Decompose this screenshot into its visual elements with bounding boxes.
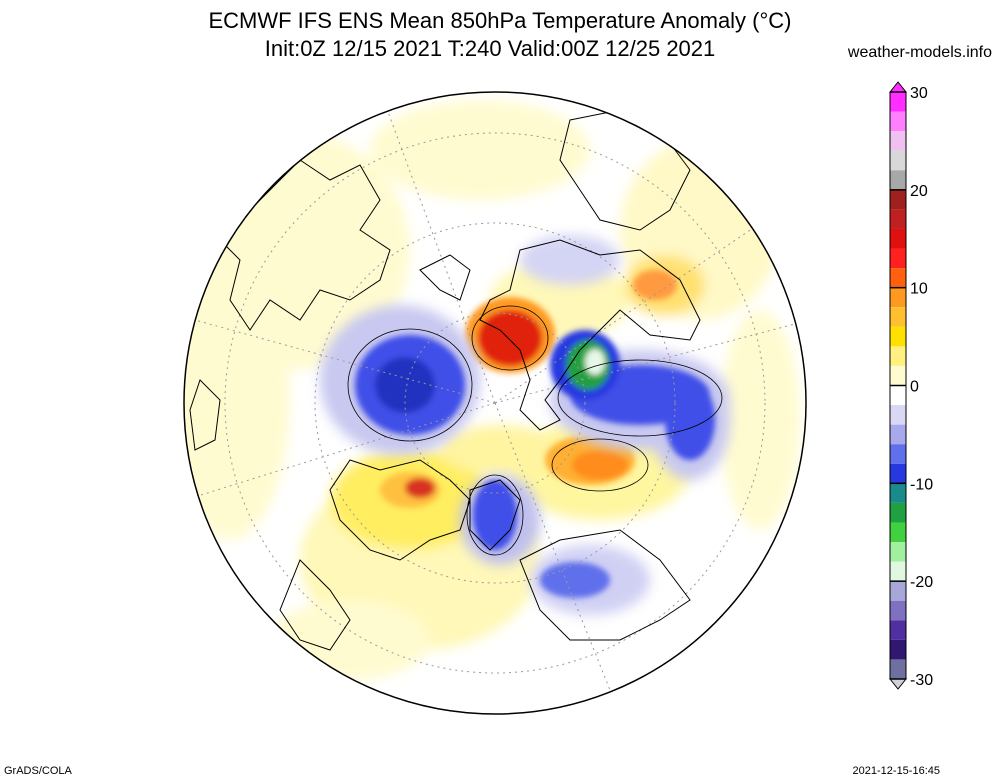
colorbar-tick-label: 20 bbox=[910, 183, 928, 200]
cold-anomaly-cores bbox=[355, 330, 715, 598]
map-title: ECMWF IFS ENS Mean 850hPa Temperature An… bbox=[208, 8, 792, 33]
site-credit: weather-models.info bbox=[847, 44, 992, 61]
colorbar-tick-label: -30 bbox=[910, 672, 933, 689]
colorbar-segment bbox=[890, 228, 906, 249]
colorbar-segment bbox=[890, 307, 906, 327]
colorbar-segment bbox=[890, 463, 906, 484]
colorbar-tick-label: -20 bbox=[910, 574, 933, 591]
graticule bbox=[184, 92, 806, 714]
colorbar-segment bbox=[890, 561, 906, 582]
colorbar-segment bbox=[890, 424, 906, 445]
anomaly-contours bbox=[347, 305, 723, 556]
colorbar-tick-label: 30 bbox=[910, 85, 928, 102]
colorbar-segment bbox=[890, 502, 906, 523]
colorbar-segment bbox=[890, 522, 906, 543]
colorbar-segments bbox=[888, 81, 908, 690]
footer-timestamp: 2021-12-15-16:45 bbox=[852, 765, 940, 777]
colorbar-segment bbox=[890, 444, 906, 464]
colorbar-tick-label: 0 bbox=[910, 379, 919, 396]
colorbar-segment bbox=[890, 385, 906, 406]
colorbar-segment bbox=[890, 326, 906, 347]
colorbar-segment bbox=[890, 209, 906, 229]
colorbar-segment bbox=[890, 483, 906, 503]
colorbar-ticks: 30 20 10 0 -10 -20 -30 bbox=[890, 85, 933, 689]
colorbar-segment bbox=[890, 405, 906, 425]
colorbar-segment bbox=[890, 346, 906, 366]
map-border bbox=[183, 91, 807, 715]
colorbar-segment bbox=[890, 600, 906, 621]
colorbar-segment bbox=[890, 639, 906, 660]
colorbar-min-triangle bbox=[888, 678, 908, 690]
colorbar-segment bbox=[890, 150, 906, 171]
colorbar-tick-label: -10 bbox=[910, 476, 933, 493]
map-subtitle: Init:0Z 12/15 2021 T:240 Valid:00Z 12/25… bbox=[264, 36, 716, 61]
colorbar-segment bbox=[890, 248, 906, 269]
colorbar-segment bbox=[890, 581, 906, 601]
colorbar-tick-label: 10 bbox=[910, 281, 928, 298]
colorbar-segment bbox=[890, 542, 906, 562]
colorbar-segment bbox=[890, 92, 906, 112]
footer-credit: GrADS/COLA bbox=[4, 765, 72, 777]
colorbar-segment bbox=[890, 365, 906, 386]
colorbar-segment bbox=[890, 268, 906, 288]
colorbar-segment bbox=[890, 287, 906, 308]
colorbar-segment bbox=[890, 131, 906, 151]
colorbar-max-triangle bbox=[888, 81, 908, 93]
colorbar-segment bbox=[890, 170, 906, 190]
colorbar-segment bbox=[890, 659, 906, 679]
colorbar-segment bbox=[890, 620, 906, 640]
colorbar-segment bbox=[890, 189, 906, 210]
colorbar-segment bbox=[890, 111, 906, 132]
